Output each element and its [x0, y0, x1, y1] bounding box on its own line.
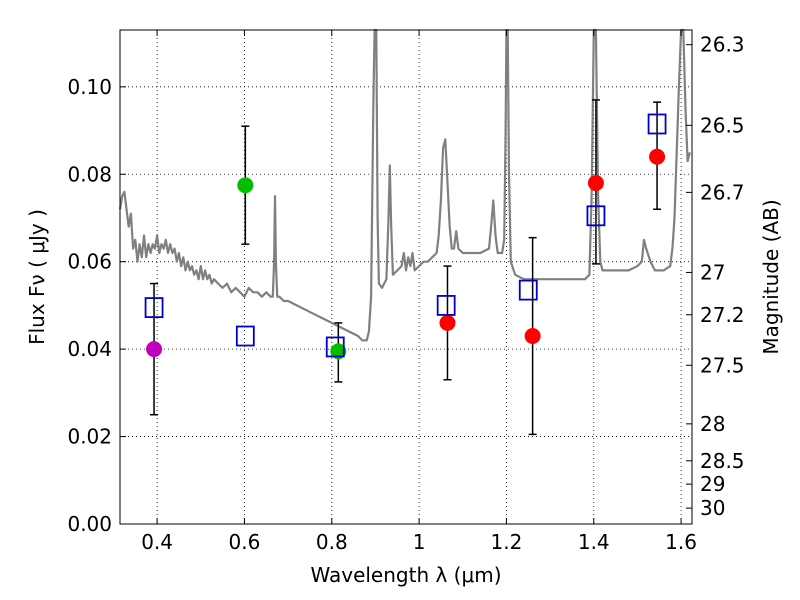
- observed-flux-point: [587, 175, 604, 192]
- mag-tick-label: 29: [700, 472, 725, 496]
- mag-tick-label: 27.5: [700, 353, 745, 377]
- x-tick-label: 0.8: [316, 530, 348, 554]
- y-tick-label: 0.00: [67, 512, 112, 536]
- mag-tick-label: 26.7: [700, 180, 745, 204]
- observed-flux-point: [439, 314, 456, 331]
- model-flux-marker: [647, 113, 667, 135]
- model-flux-marker: [144, 297, 164, 319]
- model-flux-layer: [144, 113, 667, 358]
- y2-axis-label: Magnitude (AB): [759, 199, 783, 354]
- y-tick-label: 0.08: [67, 162, 112, 186]
- observed-flux-point: [330, 343, 347, 360]
- mag-tick-label: 26.3: [700, 33, 745, 57]
- mag-tick-label: 26.5: [700, 113, 745, 137]
- y-tick-label: 0.02: [67, 425, 112, 449]
- observed-flux-point: [237, 177, 254, 194]
- model-flux-marker: [518, 279, 538, 301]
- model-spectrum-line: [118, 28, 691, 342]
- x-tick-label: 1.2: [491, 530, 523, 554]
- observed-flux-point: [146, 341, 163, 358]
- mag-tick-label: 28.5: [700, 449, 745, 473]
- x-tick-label: 1.4: [578, 530, 610, 554]
- model-flux-marker: [586, 205, 606, 227]
- observed-flux-point: [524, 328, 541, 345]
- observed-flux-point: [649, 148, 666, 165]
- x-axis-label: Wavelength λ (μm): [310, 563, 501, 587]
- ticks-layer: 0.4 0.6 0.8 1 1.2 1.4 1.6 0.00 0.02 0.04 0.06 0.08 0…: [67, 30, 745, 554]
- model-flux-marker: [235, 325, 255, 347]
- model-flux-marker: [325, 336, 345, 358]
- model-flux-marker: [436, 295, 456, 316]
- x-tick-label: 1: [413, 530, 426, 554]
- y-axis-label: Flux Fν ( μJy ): [25, 209, 49, 345]
- mag-tick-label: 27: [700, 260, 725, 284]
- y-tick-label: 0.06: [67, 250, 112, 274]
- points-layer: [146, 148, 666, 360]
- x-tick-label: 0.6: [229, 530, 261, 554]
- mag-tick-label: 27.2: [700, 303, 745, 327]
- mag-tick-label: 28: [700, 412, 725, 436]
- spectrum-layer: [118, 28, 691, 342]
- x-tick-label: 1.6: [665, 530, 697, 554]
- y-tick-label: 0.04: [67, 337, 112, 361]
- mag-tick-label: 30: [700, 496, 725, 520]
- x-tick-label: 0.4: [141, 530, 173, 554]
- plot-frame: [119, 29, 693, 525]
- y-tick-label: 0.10: [67, 75, 112, 99]
